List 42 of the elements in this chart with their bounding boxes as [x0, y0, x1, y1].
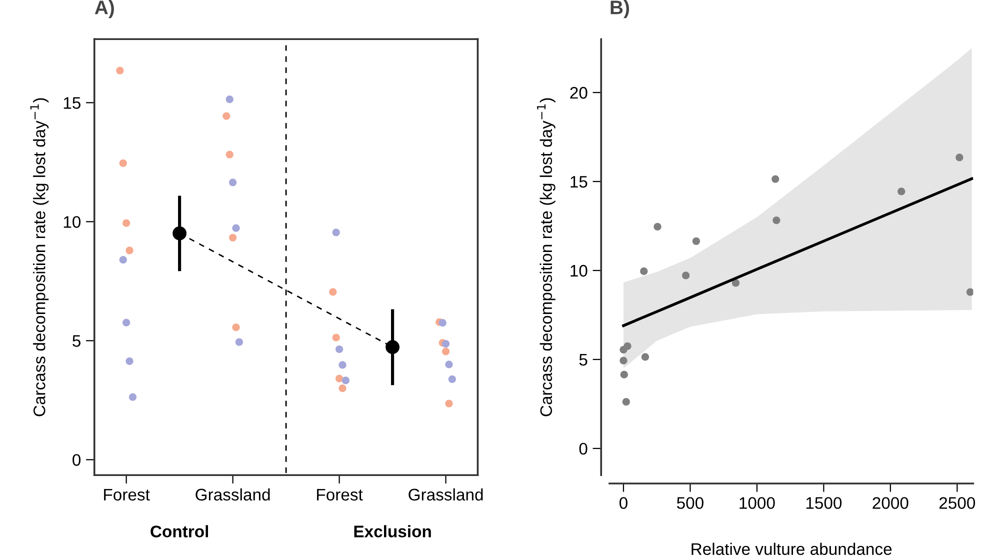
- x-tick-label: Grassland: [408, 488, 483, 501]
- text: Control: [150, 525, 208, 538]
- point: [640, 267, 648, 276]
- x-axis-title: Relative vulture abundance: [692, 542, 892, 556]
- y-tick-label: 0: [579, 442, 588, 455]
- y-tick-label: 20: [570, 86, 588, 99]
- y-tick-label: 15: [64, 97, 80, 109]
- y-tick-label: 5: [579, 354, 588, 366]
- line-series: [622, 177, 974, 328]
- point: [622, 398, 630, 406]
- text: Exclusion: [354, 525, 431, 538]
- point: [966, 288, 974, 296]
- x-tick-label: 1000: [740, 497, 775, 509]
- point: [956, 154, 964, 162]
- x-tick-label: Forest: [104, 488, 150, 501]
- y-tick-label: 10: [64, 216, 81, 228]
- y-tick-label: 0: [72, 454, 81, 466]
- point: [732, 279, 740, 287]
- point: [620, 370, 628, 378]
- point: [772, 216, 780, 224]
- point: [624, 342, 632, 350]
- x-tick-label: 2000: [872, 497, 908, 509]
- y-tick-label: 15: [570, 176, 588, 188]
- x-tick-label: Grassland: [196, 488, 270, 501]
- point: [620, 356, 628, 364]
- point: [641, 353, 650, 361]
- point: [692, 237, 700, 245]
- point: [898, 188, 906, 196]
- y-axis-title: Carcass decomposition rate (kg lost day$^{−1}$): [30, 98, 49, 416]
- chart-title: A): [94, 0, 114, 18]
- x-tick-label: Forest: [317, 488, 363, 501]
- x-tick-label: 1500: [806, 497, 842, 509]
- x-tick-label: 500: [676, 497, 704, 509]
- y-tick-label: 10: [570, 264, 588, 277]
- x-tick-label: 2500: [939, 497, 976, 509]
- y-tick-label: 5: [72, 335, 80, 347]
- y-axis-title: Carcass decomposition rate (kg lost day$^{−1}$): [537, 98, 556, 416]
- point: [772, 175, 780, 183]
- point: [654, 222, 662, 231]
- x-tick-label: 0: [619, 497, 628, 509]
- point: [682, 272, 690, 280]
- chart-title: B): [610, 0, 630, 18]
